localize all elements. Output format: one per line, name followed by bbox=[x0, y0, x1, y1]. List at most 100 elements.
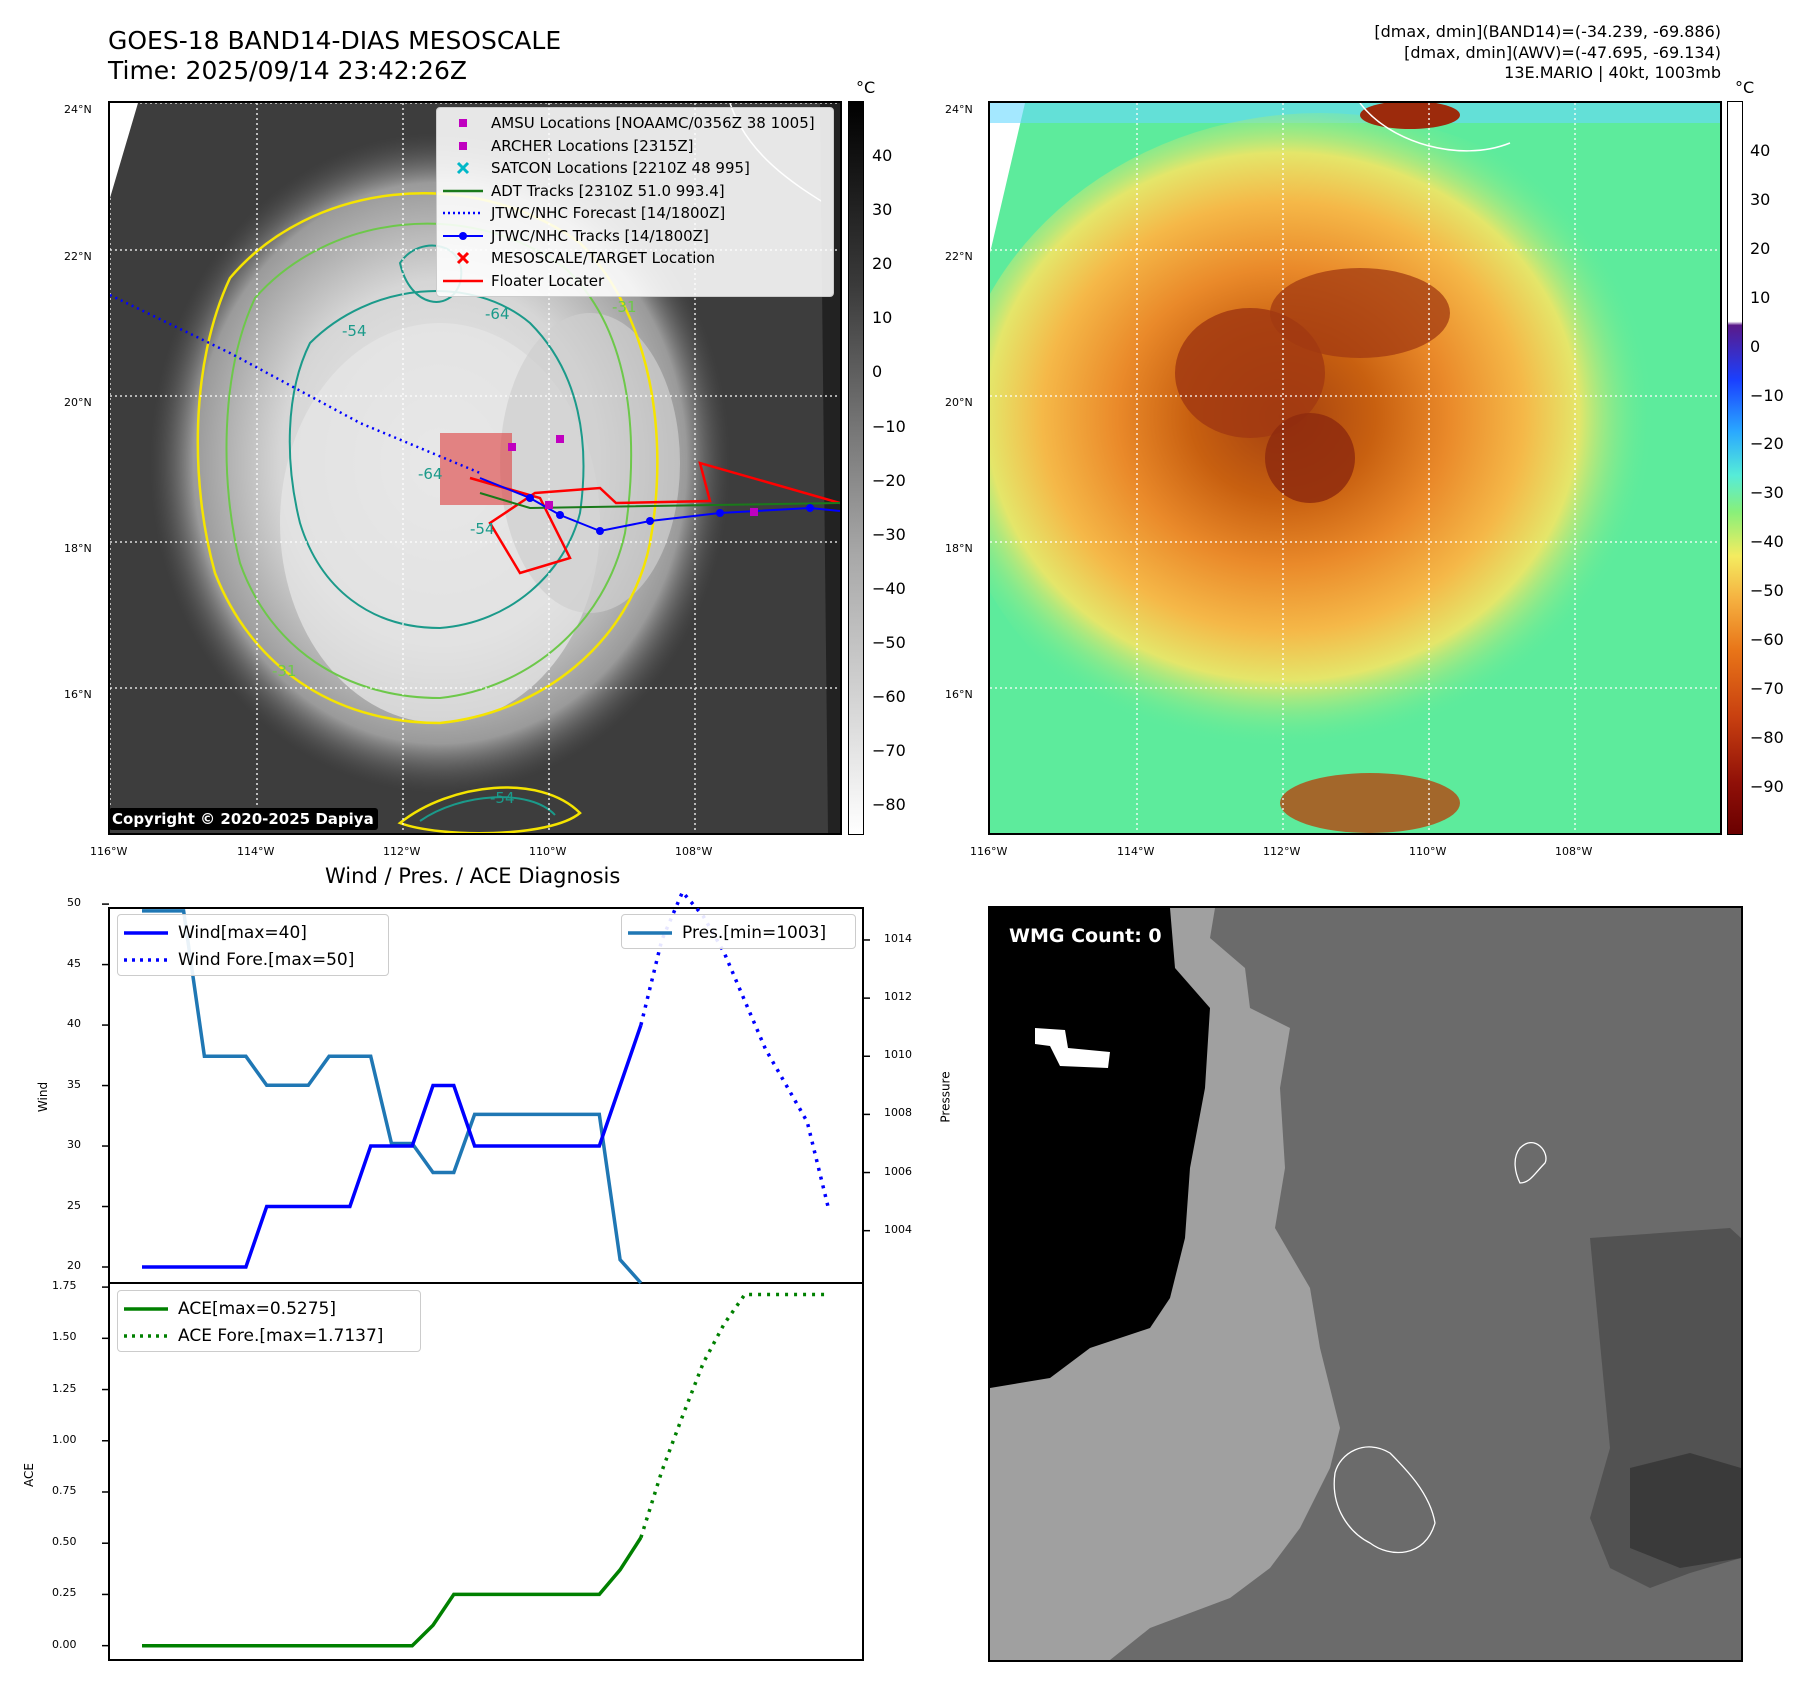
lon-label: 116°W bbox=[90, 845, 128, 858]
wmg-count-badge: WMG Count: 0 bbox=[1002, 922, 1169, 950]
legend-entry-wind-forecast: Wind Fore.[max=50] bbox=[124, 946, 382, 973]
pressure-tick-label: 1012 bbox=[884, 990, 912, 1004]
colorbar-left-tick: −10 bbox=[872, 416, 906, 436]
colorbar-right-tick: −50 bbox=[1750, 581, 1784, 601]
ace-tick-label: 0.50 bbox=[52, 1535, 77, 1549]
legend-entry-pressure: Pres.[min=1003] bbox=[628, 919, 849, 946]
legend-label: Wind Fore.[max=50] bbox=[178, 949, 355, 970]
lon-label: 112°W bbox=[1263, 845, 1301, 858]
colorbar-left-unit: °C bbox=[856, 78, 876, 97]
lon-label: 108°W bbox=[1555, 845, 1593, 858]
wmg-panel bbox=[988, 906, 1743, 1662]
legend-label: Wind[max=40] bbox=[178, 922, 307, 943]
colorbar-right-tick: −70 bbox=[1750, 678, 1784, 698]
legend-label: ACE[max=0.5275] bbox=[178, 1298, 336, 1319]
wind-legend: Wind[max=40] Wind Fore.[max=50] bbox=[117, 914, 389, 976]
pressure-tick-label: 1010 bbox=[884, 1048, 912, 1062]
contour-label: -64 bbox=[485, 305, 510, 323]
lon-label: 112°W bbox=[383, 845, 421, 858]
wind-tick-label: 35 bbox=[67, 1077, 81, 1091]
colorbar-left-tick: −50 bbox=[872, 632, 906, 652]
lon-label: 110°W bbox=[529, 845, 567, 858]
ace-tick-label: 1.50 bbox=[52, 1330, 77, 1344]
colorbar-right-tick: −60 bbox=[1750, 630, 1784, 649]
map-legend-rows: AMSU Locations [NOAAMC/0356Z 38 1005] ARC… bbox=[443, 112, 827, 292]
map-legend-entry: ADT Tracks [2310Z 51.0 993.4] bbox=[443, 180, 827, 203]
legend-label: ARCHER Locations [2315Z] bbox=[491, 136, 694, 155]
awv-map-gridlines bbox=[990, 103, 1720, 833]
awv-map-image bbox=[990, 103, 1720, 833]
ace-forecast-line bbox=[639, 1292, 828, 1539]
legend-symbol bbox=[443, 273, 483, 289]
lon-label: 110°W bbox=[1409, 845, 1447, 858]
colorbar-left-tick: −30 bbox=[872, 524, 906, 544]
lon-label: 114°W bbox=[237, 845, 275, 858]
lat-label: 16°N bbox=[945, 688, 973, 701]
colorbar-left-tick: 0 bbox=[872, 362, 883, 382]
legend-label: MESOSCALE/TARGET Location bbox=[491, 249, 716, 268]
colorbar-right-tick: −40 bbox=[1750, 532, 1784, 552]
wind-tick-label: 20 bbox=[67, 1259, 81, 1272]
legend-symbol bbox=[443, 228, 483, 244]
legend-label: SATCON Locations [2210Z 48 995] bbox=[491, 159, 750, 178]
pressure-tick-label: 1004 bbox=[884, 1222, 912, 1236]
floater-locater-track bbox=[469, 461, 840, 575]
wind-axis-label: Wind bbox=[36, 1081, 51, 1113]
awv-map-panel bbox=[988, 101, 1722, 835]
colorbar-left-tick: 20 bbox=[872, 254, 893, 274]
legend-label: ACE Fore.[max=1.7137] bbox=[178, 1325, 384, 1346]
legend-label: JTWC/NHC Tracks [14/1800Z] bbox=[491, 226, 709, 245]
amsu-archer-markers bbox=[508, 435, 758, 516]
colorbar-right-tick: 10 bbox=[1750, 287, 1771, 307]
lat-label: 16°N bbox=[64, 688, 92, 701]
contour-label: -54 bbox=[490, 789, 515, 807]
map-legend-entry: Floater Locater bbox=[443, 270, 827, 293]
legend-entry-ace-forecast: ACE Fore.[max=1.7137] bbox=[124, 1322, 414, 1349]
wind-tick-label: 30 bbox=[67, 1138, 81, 1152]
colorbar-right-tick: 40 bbox=[1750, 141, 1771, 160]
legend-label: ADT Tracks [2310Z 51.0 993.4] bbox=[491, 181, 725, 200]
legend-entry-wind: Wind[max=40] bbox=[124, 919, 382, 946]
pressure-legend: Pres.[min=1003] bbox=[621, 914, 856, 949]
colorbar-right-tick: −20 bbox=[1750, 434, 1784, 454]
pressure-tick-label: 1008 bbox=[884, 1106, 912, 1120]
legend-swatch bbox=[628, 930, 672, 936]
lat-label: 20°N bbox=[945, 396, 973, 409]
ace-tick-label: 1.75 bbox=[52, 1279, 77, 1293]
contour-label: -31 bbox=[272, 662, 297, 680]
contour-label: -54 bbox=[470, 520, 495, 538]
info-line-1: [dmax, dmin](BAND14)=(-34.239, -69.886) bbox=[1374, 22, 1721, 41]
contour-label: -54 bbox=[342, 322, 367, 340]
colorbar-left-tick: −20 bbox=[872, 470, 906, 490]
ace-tick-label: 0.75 bbox=[52, 1483, 77, 1497]
figure-info: [dmax, dmin](BAND14)=(-34.239, -69.886) … bbox=[1374, 22, 1721, 84]
chart-title: Wind / Pres. / ACE Diagnosis bbox=[325, 864, 621, 888]
pressure-axis-label: Pressure bbox=[938, 1071, 953, 1123]
legend-symbol bbox=[443, 205, 483, 221]
ace-legend: ACE[max=0.5275] ACE Fore.[max=1.7137] bbox=[117, 1290, 421, 1352]
jtwc-track-points bbox=[526, 494, 814, 535]
colorbar-left-tick: 30 bbox=[872, 200, 893, 220]
contour-label: -64 bbox=[418, 465, 443, 483]
colorbar-right-tick: 0 bbox=[1750, 336, 1761, 356]
info-line-2: [dmax, dmin](AWV)=(-47.695, -69.134) bbox=[1404, 42, 1721, 62]
lat-label: 22°N bbox=[64, 250, 92, 263]
lat-label: 20°N bbox=[64, 396, 92, 409]
legend-symbol bbox=[443, 160, 483, 176]
wind-line bbox=[142, 1024, 643, 1269]
legend-symbol bbox=[443, 115, 483, 131]
wind-tick-label: 40 bbox=[67, 1017, 81, 1031]
ace-tick-label: 0.25 bbox=[52, 1586, 77, 1600]
colorbar-right-tick: −80 bbox=[1750, 727, 1784, 747]
lon-label: 114°W bbox=[1117, 845, 1155, 858]
title-line-2: Time: 2025/09/14 23:42:26Z bbox=[108, 56, 467, 85]
lat-label: 24°N bbox=[945, 103, 973, 116]
figure-title: GOES-18 BAND14-DIAS MESOSCALE Time: 2025… bbox=[108, 26, 561, 86]
map-legend-entry: ARCHER Locations [2315Z] bbox=[443, 135, 827, 158]
colorbar-left-tick: 10 bbox=[872, 308, 893, 328]
colorbar-left-tick: −80 bbox=[872, 795, 906, 815]
colorbar-right-tick: −90 bbox=[1750, 776, 1784, 796]
ace-line bbox=[142, 1536, 643, 1648]
colorbar-right bbox=[1727, 101, 1743, 835]
lat-label: 24°N bbox=[64, 103, 92, 116]
